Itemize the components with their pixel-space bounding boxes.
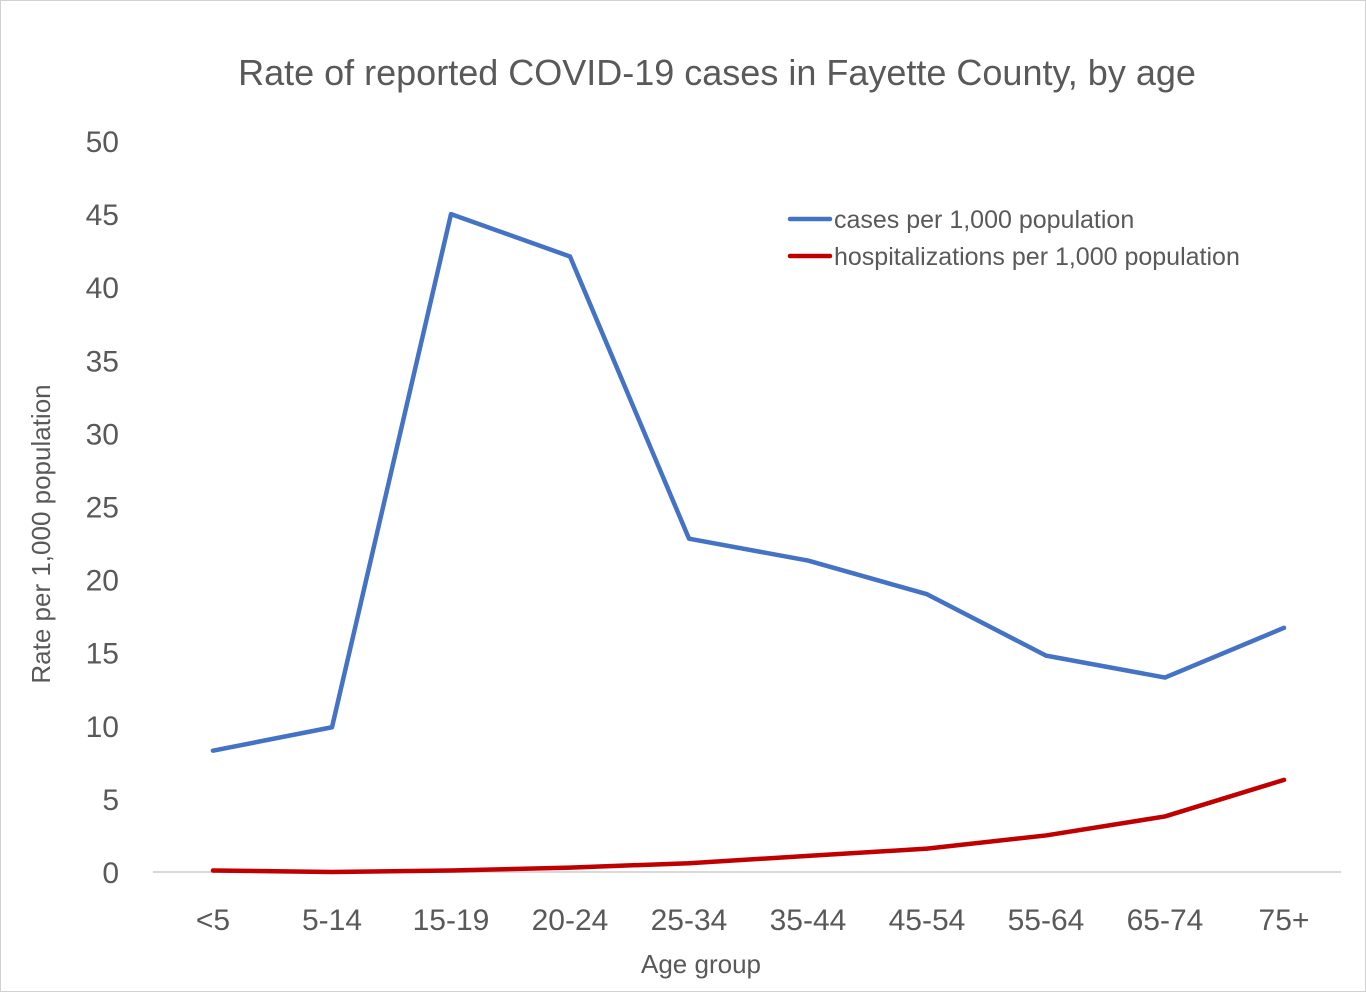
series-group xyxy=(210,211,1287,875)
data-point xyxy=(687,536,691,541)
x-tick-label: 75+ xyxy=(1259,904,1310,937)
data-point xyxy=(1044,833,1048,838)
data-point xyxy=(687,861,691,866)
x-tick-label: 65-74 xyxy=(1127,904,1204,937)
y-tick-label: 30 xyxy=(86,418,119,451)
y-tick-label: 0 xyxy=(102,857,119,890)
y-tick-label: 5 xyxy=(102,784,119,817)
y-tick-label: 15 xyxy=(86,638,119,671)
data-point xyxy=(925,846,929,851)
x-axis-title: Age group xyxy=(641,949,761,979)
x-tick-label: 55-64 xyxy=(1008,904,1085,937)
y-tick-label: 50 xyxy=(86,126,119,159)
data-point xyxy=(211,868,215,873)
data-point xyxy=(449,868,453,873)
y-tick-label: 35 xyxy=(86,345,119,378)
data-point xyxy=(1163,675,1167,680)
data-point xyxy=(1163,814,1167,819)
legend-label: cases per 1,000 population xyxy=(834,206,1134,234)
legend-label: hospitalizations per 1,000 population xyxy=(834,243,1240,271)
y-tick-label: 40 xyxy=(86,272,119,305)
y-axis-title: Rate per 1,000 population xyxy=(26,384,56,683)
x-tick-label: 20-24 xyxy=(532,904,609,937)
data-point xyxy=(925,592,929,597)
x-tick-label: 15-19 xyxy=(413,904,490,937)
y-tick-label: 45 xyxy=(86,199,119,232)
data-point xyxy=(568,865,572,870)
data-point xyxy=(568,254,572,259)
x-tick-label: <5 xyxy=(196,904,230,937)
data-point xyxy=(449,212,453,217)
y-axis-ticks: 0 5 10 15 20 25 30 35 40 45 50 xyxy=(86,126,119,890)
legend: cases per 1,000 population hospitalizatio… xyxy=(787,206,1240,271)
data-point xyxy=(1282,777,1286,782)
x-tick-label: 25-34 xyxy=(651,904,728,937)
x-axis-ticks: <5 5-14 15-19 20-24 25-34 35-44 45-54 55-64 65-7… xyxy=(196,904,1310,937)
series-line-hospitalizations xyxy=(210,777,1287,875)
x-tick-label: 35-44 xyxy=(770,904,847,937)
x-tick-label: 5-14 xyxy=(302,904,362,937)
x-tick-label: 45-54 xyxy=(889,904,966,937)
data-point xyxy=(806,853,810,858)
y-tick-label: 10 xyxy=(86,711,119,744)
data-point xyxy=(1044,653,1048,658)
chart-title: Rate of reported COVID-19 cases in Fayet… xyxy=(238,52,1196,93)
data-point xyxy=(330,870,334,874)
y-tick-label: 25 xyxy=(86,492,119,525)
data-point xyxy=(211,748,215,753)
data-point xyxy=(1282,625,1286,630)
data-point xyxy=(806,558,810,563)
y-tick-label: 20 xyxy=(86,565,119,598)
series-line-cases xyxy=(210,211,1287,753)
data-point xyxy=(330,725,334,730)
